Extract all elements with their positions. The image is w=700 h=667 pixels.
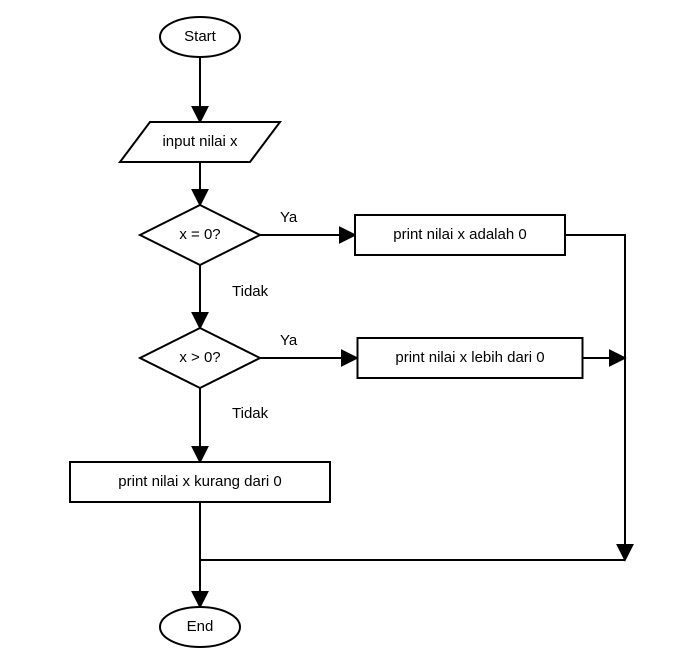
node-label: print nilai x kurang dari 0	[118, 473, 281, 490]
node-label: print nilai x adalah 0	[393, 226, 526, 243]
node-label: x > 0?	[179, 349, 220, 366]
node-proc1: print nilai x adalah 0	[355, 215, 565, 255]
node-end: End	[160, 607, 240, 647]
node-proc3: print nilai x kurang dari 0	[70, 462, 330, 502]
edge-label: Ya	[280, 332, 298, 349]
node-label: print nilai x lebih dari 0	[395, 349, 544, 366]
edge-label: Tidak	[232, 405, 269, 422]
edge-label: Ya	[280, 209, 298, 226]
node-label: End	[187, 618, 214, 635]
node-label: Start	[184, 28, 217, 45]
node-label: x = 0?	[179, 226, 220, 243]
node-start: Start	[160, 17, 240, 57]
edge-label: Tidak	[232, 283, 269, 300]
node-label: input nilai x	[162, 133, 238, 150]
flowchart-canvas: Ya Tidak Ya Tidak Start input nilai x x = 0? x …	[0, 0, 700, 667]
node-proc2: print nilai x lebih dari 0	[358, 338, 583, 378]
